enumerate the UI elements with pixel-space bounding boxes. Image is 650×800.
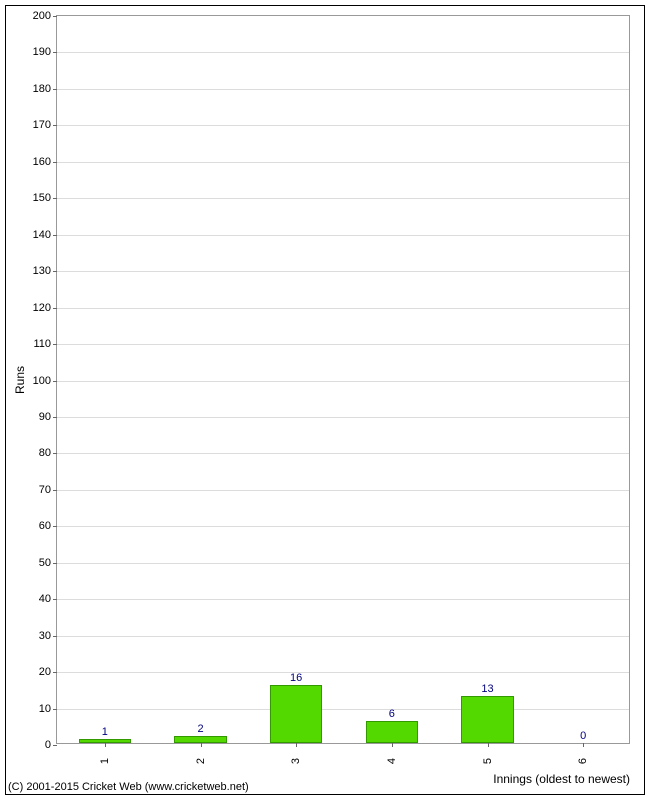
copyright-text: (C) 2001-2015 Cricket Web (www.cricketwe… [8, 781, 249, 793]
y-tick-label: 10 [39, 703, 51, 715]
y-tick-mark [53, 526, 57, 527]
y-tick-mark [53, 490, 57, 491]
gridline [57, 125, 629, 126]
x-axis-title: Innings (oldest to newest) [493, 772, 630, 786]
y-tick-mark [53, 417, 57, 418]
y-tick-mark [53, 89, 57, 90]
x-tick-label: 3 [290, 758, 302, 764]
y-tick-mark [53, 235, 57, 236]
gridline [57, 235, 629, 236]
bar-value-label: 1 [102, 726, 108, 738]
y-tick-mark [53, 563, 57, 564]
y-tick-label: 60 [39, 520, 51, 532]
y-tick-mark [53, 52, 57, 53]
y-tick-label: 110 [33, 338, 51, 350]
y-tick-mark [53, 271, 57, 272]
bar-value-label: 2 [197, 723, 203, 735]
gridline [57, 672, 629, 673]
x-tick-label: 4 [386, 758, 398, 764]
bar-value-label: 16 [290, 672, 302, 684]
gridline [57, 490, 629, 491]
gridline [57, 636, 629, 637]
chart-container: 0102030405060708090100110120130140150160… [0, 0, 650, 800]
y-tick-mark [53, 453, 57, 454]
y-tick-mark [53, 599, 57, 600]
x-tick-label: 6 [577, 758, 589, 764]
gridline [57, 709, 629, 710]
x-tick-mark [105, 743, 106, 747]
y-tick-label: 120 [33, 302, 51, 314]
y-tick-label: 140 [33, 229, 51, 241]
bar [461, 696, 514, 743]
x-tick-label: 5 [482, 758, 494, 764]
y-tick-label: 130 [33, 265, 51, 277]
gridline [57, 563, 629, 564]
x-tick-mark [296, 743, 297, 747]
y-tick-mark [53, 125, 57, 126]
y-tick-label: 150 [33, 192, 51, 204]
bar-value-label: 0 [580, 730, 586, 742]
x-tick-label: 1 [99, 758, 111, 764]
y-tick-mark [53, 709, 57, 710]
y-tick-mark [53, 745, 57, 746]
y-tick-label: 70 [39, 484, 51, 496]
y-tick-label: 190 [33, 46, 51, 58]
gridline [57, 344, 629, 345]
x-tick-mark [488, 743, 489, 747]
bar-value-label: 6 [389, 708, 395, 720]
gridline [57, 198, 629, 199]
x-tick-label: 2 [195, 758, 207, 764]
y-tick-label: 160 [33, 156, 51, 168]
y-tick-label: 180 [33, 83, 51, 95]
gridline [57, 89, 629, 90]
y-tick-label: 100 [33, 375, 51, 387]
plot-area: 0102030405060708090100110120130140150160… [56, 15, 630, 744]
y-tick-label: 170 [33, 119, 51, 131]
gridline [57, 162, 629, 163]
bar [174, 736, 227, 743]
bar [366, 721, 419, 743]
y-tick-mark [53, 162, 57, 163]
x-tick-mark [583, 743, 584, 747]
bar [79, 739, 132, 743]
gridline [57, 381, 629, 382]
y-tick-label: 0 [45, 739, 51, 751]
y-tick-mark [53, 672, 57, 673]
y-tick-label: 20 [39, 666, 51, 678]
y-tick-label: 200 [33, 10, 51, 22]
y-axis-title: Runs [13, 365, 27, 393]
y-tick-mark [53, 344, 57, 345]
gridline [57, 52, 629, 53]
x-tick-mark [392, 743, 393, 747]
gridline [57, 599, 629, 600]
y-tick-mark [53, 636, 57, 637]
x-tick-mark [201, 743, 202, 747]
y-tick-label: 90 [39, 411, 51, 423]
bar [270, 685, 323, 743]
gridline [57, 526, 629, 527]
y-tick-label: 80 [39, 447, 51, 459]
gridline [57, 453, 629, 454]
y-tick-mark [53, 308, 57, 309]
y-tick-label: 40 [39, 593, 51, 605]
gridline [57, 308, 629, 309]
y-tick-mark [53, 16, 57, 17]
y-tick-label: 50 [39, 557, 51, 569]
y-tick-mark [53, 381, 57, 382]
y-tick-mark [53, 198, 57, 199]
gridline [57, 271, 629, 272]
bar-value-label: 13 [481, 683, 493, 695]
gridline [57, 417, 629, 418]
y-tick-label: 30 [39, 630, 51, 642]
